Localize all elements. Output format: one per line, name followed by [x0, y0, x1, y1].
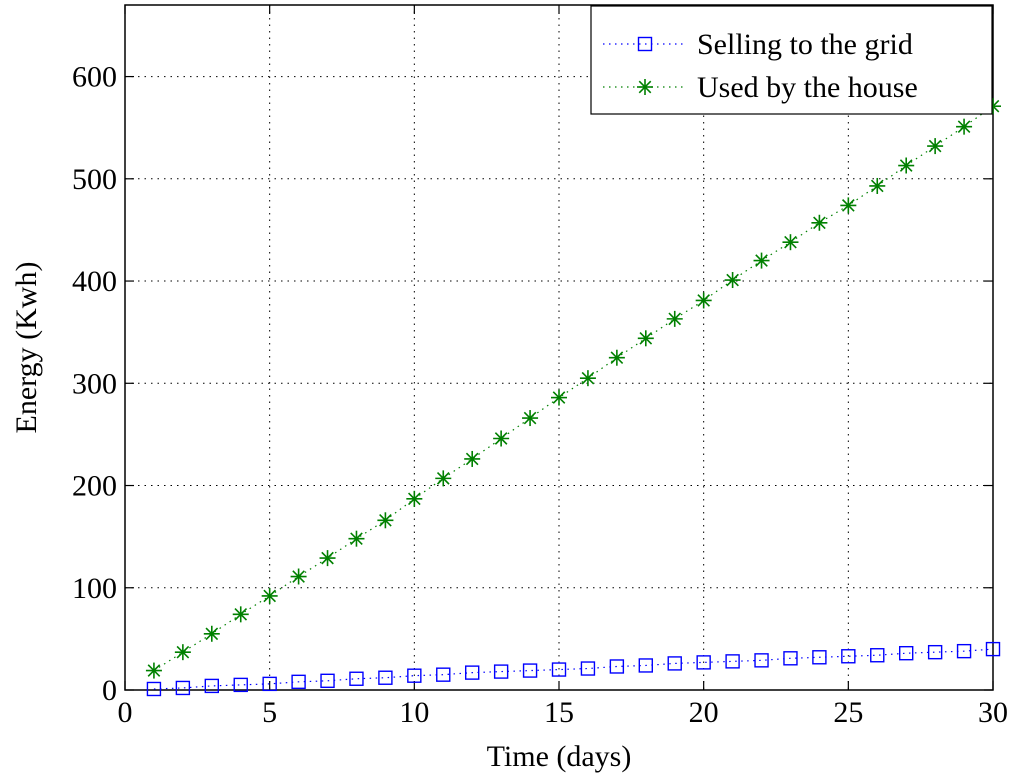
data-point	[522, 410, 539, 427]
series-1	[146, 641, 1001, 697]
y-tick-label: 200	[72, 470, 117, 503]
data-point	[580, 661, 596, 676]
y-tick-label: 400	[72, 265, 117, 298]
x-tick-label: 0	[118, 696, 133, 729]
data-point	[638, 658, 653, 673]
x-tick-label: 10	[399, 696, 429, 729]
data-point	[436, 667, 451, 682]
legend-label: Used by the house	[697, 71, 918, 104]
data-point	[696, 655, 711, 670]
data-point	[956, 118, 973, 135]
data-point	[320, 673, 335, 688]
data-point	[637, 330, 654, 347]
data-point	[175, 680, 191, 696]
data-point	[695, 292, 712, 309]
data-point	[927, 138, 944, 155]
data-point	[377, 512, 394, 529]
data-point	[174, 644, 191, 661]
data-point	[956, 643, 972, 659]
legend-box	[590, 5, 993, 115]
data-point	[841, 649, 856, 664]
data-point	[579, 370, 596, 387]
series-line	[153, 105, 994, 672]
data-point	[406, 490, 423, 507]
data-point	[233, 677, 248, 693]
data-point	[464, 450, 481, 467]
data-point	[465, 665, 480, 680]
data-point	[724, 272, 741, 289]
data-point	[348, 530, 365, 547]
data-point	[551, 662, 567, 677]
data-point	[291, 674, 306, 690]
x-tick-label: 30	[978, 696, 1008, 729]
y-tick-label: 0	[102, 674, 117, 707]
series-line	[153, 648, 994, 690]
data-point	[869, 177, 886, 194]
x-tick-label: 5	[262, 696, 277, 729]
data-point	[667, 656, 682, 671]
data-point	[407, 668, 422, 683]
legend-entry: Selling to the grid	[603, 28, 913, 61]
data-point	[753, 252, 770, 269]
x-tick-label: 25	[833, 696, 863, 729]
legend-marker	[637, 36, 653, 52]
data-point	[899, 645, 914, 661]
y-tick-label: 100	[72, 572, 117, 605]
data-point	[927, 644, 943, 660]
data-point	[725, 654, 740, 669]
data-point	[203, 625, 220, 642]
x-axis-title: Time (days)	[487, 740, 632, 773]
legend-marker	[637, 79, 653, 95]
y-tick-label: 500	[72, 163, 117, 196]
data-point	[811, 214, 828, 231]
data-point	[290, 568, 307, 585]
data-point	[782, 234, 799, 251]
x-tick-label: 15	[544, 696, 574, 729]
data-point	[349, 671, 364, 686]
data-point	[898, 157, 915, 174]
data-point	[261, 587, 278, 604]
data-point	[754, 653, 769, 668]
data-point	[493, 664, 509, 679]
data-point	[985, 641, 1001, 657]
data-point	[666, 310, 683, 327]
legend-label: Selling to the grid	[697, 28, 913, 61]
data-point	[840, 197, 857, 214]
data-point	[319, 550, 336, 567]
y-axis-title: Energy (Kwh)	[10, 262, 43, 434]
legend: Selling to the grid Used by the house	[590, 5, 993, 115]
data-point	[522, 663, 538, 678]
data-point	[145, 662, 162, 679]
data-point	[608, 349, 625, 366]
data-point	[146, 681, 162, 697]
data-point	[551, 389, 567, 406]
data-point	[812, 650, 827, 665]
x-tick-label: 20	[689, 696, 719, 729]
data-point	[262, 676, 277, 692]
series-layer	[145, 98, 1001, 697]
legend-entry: Used by the house	[603, 71, 918, 104]
data-point	[609, 659, 625, 674]
y-tick-label: 300	[72, 367, 117, 400]
data-point	[870, 648, 885, 663]
data-point	[378, 670, 393, 685]
data-point	[435, 470, 452, 487]
data-point	[232, 606, 249, 623]
data-point	[493, 430, 510, 447]
data-point	[204, 678, 220, 694]
y-tick-label: 600	[72, 61, 117, 94]
series-2	[145, 98, 1001, 679]
data-point	[783, 651, 798, 666]
